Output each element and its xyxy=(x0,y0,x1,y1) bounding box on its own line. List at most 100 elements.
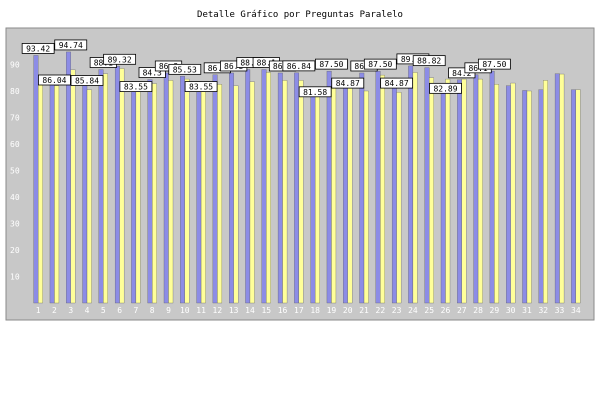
value-label: 86.1 xyxy=(208,64,227,73)
bar-series-1 xyxy=(375,70,381,304)
bar-series-2 xyxy=(314,92,320,304)
bar-series-2 xyxy=(200,90,206,304)
bar-series-2 xyxy=(543,80,548,304)
value-label: 84.2 xyxy=(452,69,471,78)
bar-series-2 xyxy=(559,73,565,304)
value-label: 86.8 xyxy=(224,62,243,71)
x-tick-label: 25 xyxy=(424,306,434,315)
value-label: 83.55 xyxy=(189,83,213,92)
bar-series-1 xyxy=(66,51,71,304)
y-tick-label: 50 xyxy=(10,167,20,176)
chart-title: Detalle Gráfico por Preguntas Paralelo xyxy=(197,10,403,20)
bar-series-1 xyxy=(424,67,430,304)
bar-series-1 xyxy=(538,89,544,304)
value-label-box xyxy=(363,58,397,70)
bar-series-1 xyxy=(391,77,397,304)
value-label: 82.89 xyxy=(433,84,457,93)
bar-series-2 xyxy=(363,90,369,304)
bar-series-2 xyxy=(119,68,125,304)
bar-series-1 xyxy=(506,85,511,304)
bar-series-2 xyxy=(461,78,467,304)
bar-series-2 xyxy=(380,74,385,304)
bar-series-1 xyxy=(408,65,414,304)
bar-series-1 xyxy=(180,76,185,304)
value-label-box xyxy=(103,53,137,65)
x-tick-label: 29 xyxy=(490,306,500,315)
bar-series-2 xyxy=(347,85,353,304)
x-tick-label: 20 xyxy=(343,306,353,315)
bar-series-2 xyxy=(217,84,223,304)
x-tick-label: 14 xyxy=(245,306,255,315)
x-tick-label: 32 xyxy=(538,306,548,315)
value-label-box xyxy=(315,58,348,70)
bar-series-1 xyxy=(310,86,316,304)
value-label: 87.50 xyxy=(482,60,506,69)
value-label: 93.42 xyxy=(26,44,50,53)
value-label: 84.3 xyxy=(143,69,162,78)
bar-series-1 xyxy=(489,70,495,304)
bar-series-2 xyxy=(526,90,532,304)
x-tick-label: 6 xyxy=(117,306,122,315)
bar-series-1 xyxy=(49,74,55,304)
x-tick-label: 28 xyxy=(473,306,483,315)
bar-series-1 xyxy=(261,69,267,304)
value-label: 84.87 xyxy=(336,79,360,88)
bar-series-1 xyxy=(114,66,120,304)
bar-series-2 xyxy=(54,85,60,304)
bar-series-2 xyxy=(494,84,500,304)
bar-series-2 xyxy=(575,89,581,304)
value-label: 86.84 xyxy=(287,62,311,71)
bar-series-1 xyxy=(522,90,528,304)
value-label: 87.50 xyxy=(368,60,392,69)
x-axis-ticks: 1 2 3 4 5 6 7 8 9 10 11 12 13 14 15 16 17 18 19 20 21 22 23 24 2… xyxy=(36,306,581,315)
x-tick-label: 15 xyxy=(261,306,271,315)
value-label-box xyxy=(38,74,71,86)
value-label-box xyxy=(429,82,462,94)
bar-series-2 xyxy=(135,89,141,304)
bar-series-1 xyxy=(326,70,332,304)
bar-series-2 xyxy=(445,78,451,304)
y-axis-ticks: 10 20 30 40 50 60 70 80 90 xyxy=(10,61,20,282)
value-label: 86.04 xyxy=(42,76,66,85)
value-label-box xyxy=(70,75,104,86)
bar-series-2 xyxy=(429,77,434,304)
value-label-box xyxy=(282,60,316,72)
bar-series-1 xyxy=(147,79,153,304)
x-tick-label: 22 xyxy=(376,306,386,315)
bar-series-2 xyxy=(103,73,108,304)
bar-series-1 xyxy=(33,55,39,304)
bar-series-2 xyxy=(298,80,304,304)
bar-series-2 xyxy=(37,76,43,304)
value-label: 89.32 xyxy=(108,55,132,64)
value-label: 81.58 xyxy=(303,88,327,97)
y-tick-label: 30 xyxy=(10,220,20,229)
value-label-box xyxy=(380,77,414,89)
bar-series-2 xyxy=(412,72,418,304)
bar-series-2 xyxy=(266,72,271,304)
x-tick-label: 18 xyxy=(310,306,320,315)
value-labels: 93.42 86.04 94.74 85.84 88.1 89.32 83.55 84.3 86… xyxy=(21,39,511,98)
bar-series-1 xyxy=(359,72,365,304)
y-tick-label: 20 xyxy=(10,246,20,255)
x-tick-label: 24 xyxy=(408,306,418,315)
bar-series-1 xyxy=(212,74,218,304)
bar-series-2 xyxy=(249,81,255,304)
x-tick-label: 21 xyxy=(359,306,369,315)
bar-series-2 xyxy=(86,89,92,304)
x-tick-label: 31 xyxy=(522,306,532,315)
bar-series-2 xyxy=(282,80,288,304)
x-tick-label: 27 xyxy=(457,306,467,315)
x-tick-label: 33 xyxy=(555,306,565,315)
value-label-box xyxy=(54,39,88,51)
x-tick-label: 13 xyxy=(229,306,239,315)
x-tick-label: 1 xyxy=(36,306,41,315)
y-tick-label: 70 xyxy=(10,114,20,123)
bar-series-2 xyxy=(168,80,174,304)
x-tick-label: 10 xyxy=(180,306,190,315)
x-tick-label: 30 xyxy=(506,306,516,315)
bar-series-1 xyxy=(163,72,169,304)
value-label: 88.82 xyxy=(417,57,441,66)
value-label-box xyxy=(477,58,511,70)
bar-series-1 xyxy=(196,81,202,304)
bar-series-1 xyxy=(98,69,104,304)
